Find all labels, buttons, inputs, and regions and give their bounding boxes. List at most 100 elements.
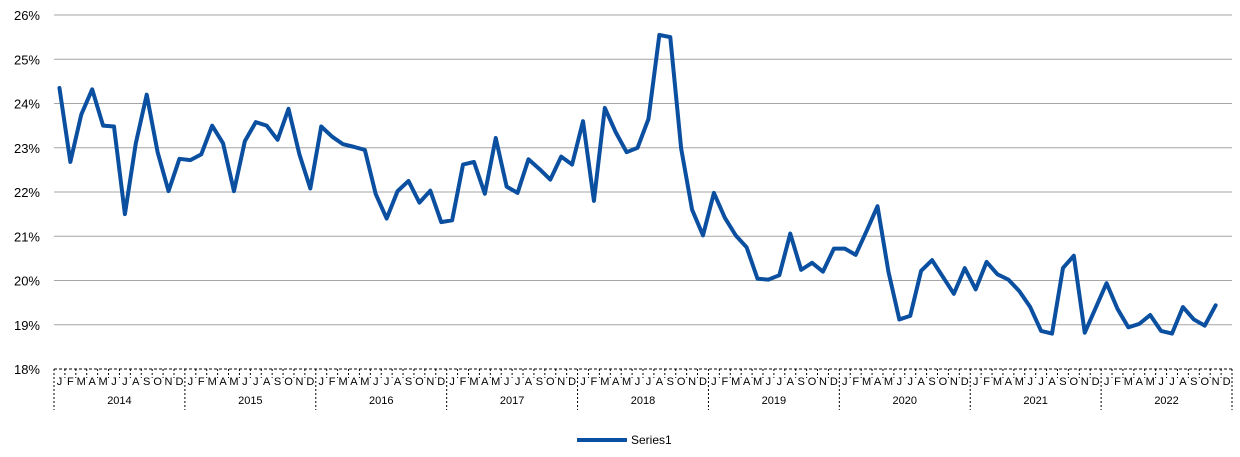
x-month-label: M: [1124, 376, 1133, 388]
x-month-label: A: [1005, 376, 1013, 388]
x-month-label: A: [219, 376, 227, 388]
x-month-label: S: [274, 376, 281, 388]
x-month-label: O: [1200, 376, 1209, 388]
legend-label: Series1: [631, 433, 672, 447]
x-month-label: O: [1070, 376, 1079, 388]
x-month-label: A: [743, 376, 751, 388]
x-month-label: F: [852, 376, 859, 388]
x-month-label: M: [360, 376, 369, 388]
x-month-label: N: [295, 376, 303, 388]
x-month-label: N: [557, 376, 565, 388]
x-year-label: 2015: [238, 395, 262, 407]
x-year-label: 2020: [893, 395, 917, 407]
x-month-label: J: [907, 376, 913, 388]
x-month-label: J: [711, 376, 717, 388]
x-month-label: M: [862, 376, 871, 388]
x-month-label: F: [983, 376, 990, 388]
x-month-label: J: [580, 376, 586, 388]
x-month-label: J: [111, 376, 117, 388]
x-month-label: A: [263, 376, 271, 388]
y-tick-label: 26%: [14, 8, 40, 23]
x-month-label: D: [830, 376, 838, 388]
x-month-label: A: [132, 376, 140, 388]
x-month-label: A: [1048, 376, 1056, 388]
x-month-label: O: [808, 376, 817, 388]
x-month-label: N: [688, 376, 696, 388]
x-month-label: F: [329, 376, 336, 388]
x-month-label: O: [939, 376, 948, 388]
x-month-label: J: [646, 376, 652, 388]
x-month-label: S: [536, 376, 543, 388]
x-month-label: A: [612, 376, 620, 388]
x-month-label: J: [777, 376, 783, 388]
x-month-label: N: [819, 376, 827, 388]
x-year-label: 2017: [500, 395, 524, 407]
x-month-label: N: [165, 376, 173, 388]
x-month-label: S: [1190, 376, 1197, 388]
x-month-label: M: [1146, 376, 1155, 388]
x-month-label: A: [1179, 376, 1187, 388]
x-month-label: M: [208, 376, 217, 388]
x-month-label: M: [622, 376, 631, 388]
x-month-label: J: [253, 376, 259, 388]
x-month-label: J: [1038, 376, 1044, 388]
x-month-label: J: [842, 376, 848, 388]
x-month-label: O: [153, 376, 162, 388]
x-month-label: J: [318, 376, 324, 388]
x-month-label: D: [1092, 376, 1100, 388]
x-month-label: M: [491, 376, 500, 388]
x-month-label: J: [449, 376, 455, 388]
y-tick-label: 21%: [14, 229, 40, 244]
x-month-label: M: [338, 376, 347, 388]
y-tick-label: 23%: [14, 141, 40, 156]
y-tick-label: 22%: [14, 185, 40, 200]
x-month-label: J: [1158, 376, 1164, 388]
gridlines: [54, 14, 1232, 326]
x-month-label: D: [175, 376, 183, 388]
x-month-label: A: [874, 376, 882, 388]
x-month-label: J: [504, 376, 510, 388]
y-tick-label: 20%: [14, 274, 40, 289]
x-month-label: D: [699, 376, 707, 388]
x-month-label: A: [89, 376, 97, 388]
x-month-label: S: [928, 376, 935, 388]
x-month-label: M: [753, 376, 762, 388]
series-points: [59, 34, 1216, 334]
x-month-label: A: [481, 376, 489, 388]
x-month-label: M: [731, 376, 740, 388]
x-month-label: D: [961, 376, 969, 388]
x-month-label: A: [787, 376, 795, 388]
x-month-label: A: [394, 376, 402, 388]
x-month-label: F: [1114, 376, 1121, 388]
y-tick-label: 19%: [14, 318, 40, 333]
x-month-label: J: [1027, 376, 1033, 388]
x-month-label: S: [667, 376, 674, 388]
x-month-label: J: [766, 376, 772, 388]
x-month-label: A: [656, 376, 664, 388]
x-month-label: O: [677, 376, 686, 388]
x-month-label: M: [1015, 376, 1024, 388]
x-month-label: J: [897, 376, 903, 388]
x-month-label: A: [1136, 376, 1144, 388]
x-month-label: J: [384, 376, 390, 388]
x-month-label: J: [973, 376, 979, 388]
x-month-label: D: [437, 376, 445, 388]
x-month-label: D: [568, 376, 576, 388]
legend: Series1: [577, 433, 672, 447]
x-month-label: F: [198, 376, 205, 388]
x-month-label: M: [993, 376, 1002, 388]
x-month-label: F: [67, 376, 74, 388]
x-month-label: D: [1223, 376, 1231, 388]
x-year-label: 2022: [1154, 395, 1178, 407]
x-month-label: F: [721, 376, 728, 388]
x-month-label: N: [1212, 376, 1220, 388]
x-month-label: N: [950, 376, 958, 388]
x-month-label: N: [426, 376, 434, 388]
x-month-label: S: [1059, 376, 1066, 388]
x-year-label: 2019: [762, 395, 786, 407]
x-month-label: O: [546, 376, 555, 388]
x-year-label: 2021: [1023, 395, 1047, 407]
x-month-label: J: [1169, 376, 1175, 388]
